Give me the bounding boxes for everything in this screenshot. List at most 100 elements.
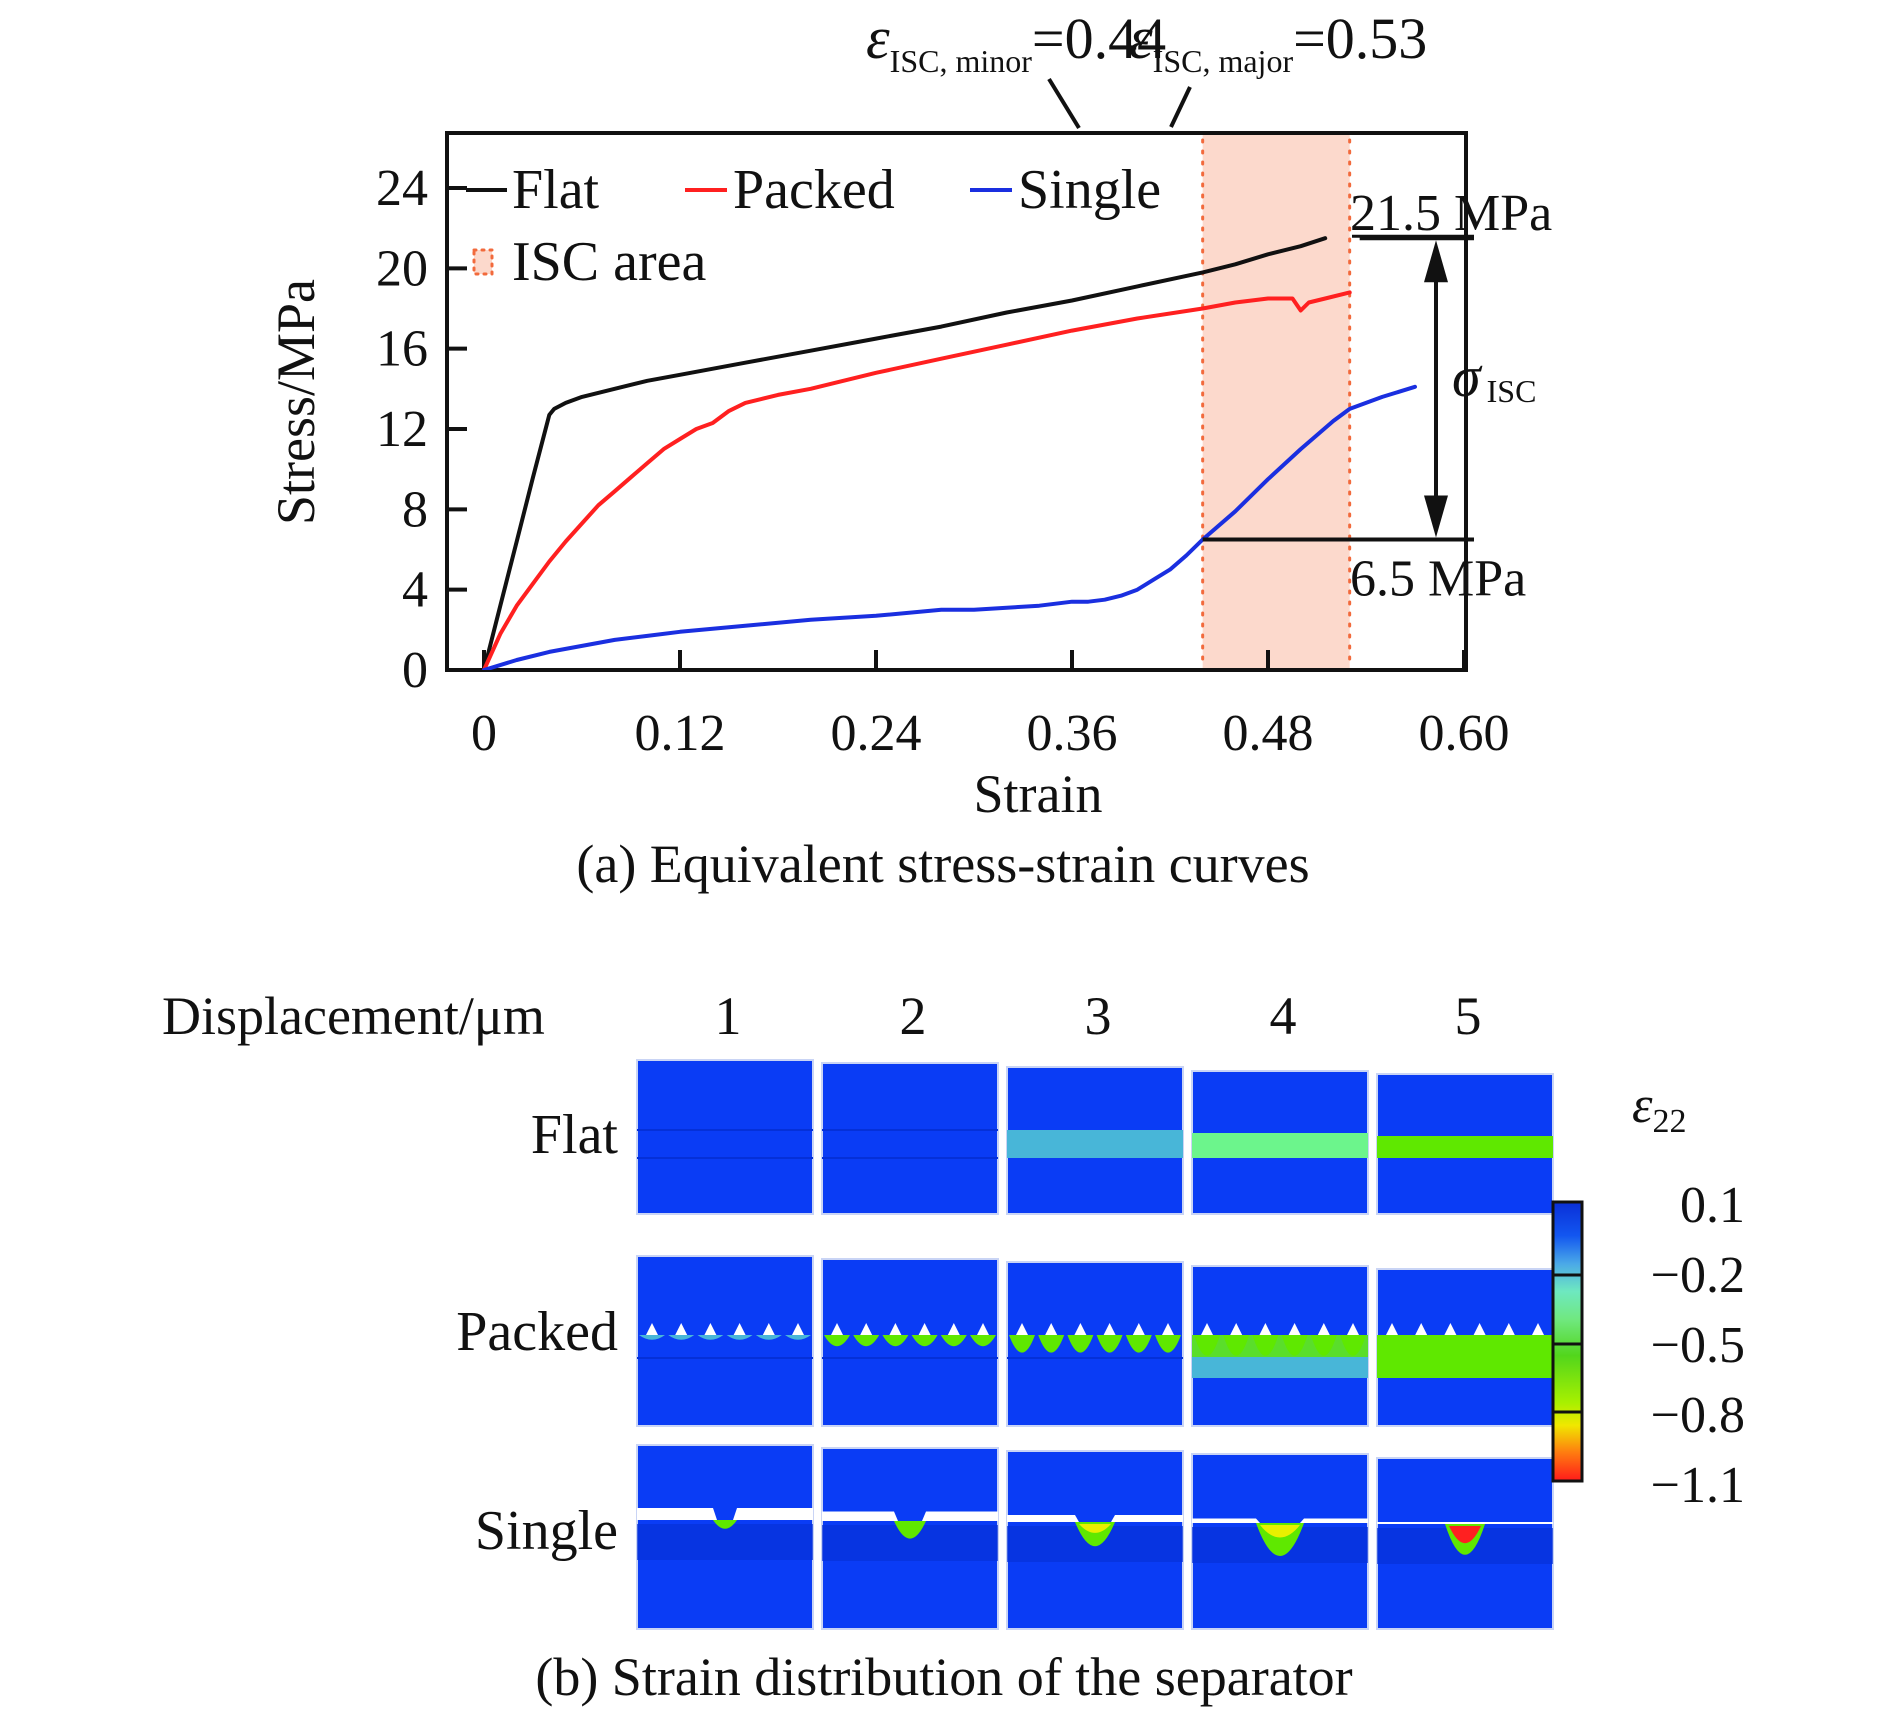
indent-strain-zone	[1310, 1335, 1337, 1356]
indent-strain-zone	[1223, 1335, 1250, 1356]
contour-cell-flat-2	[821, 1062, 999, 1215]
upper-stress-label: 21.5 MPa	[1350, 185, 1552, 242]
caption-b: (b) Strain distribution of the separator	[535, 1647, 1352, 1707]
x-tick-label: 0.48	[1223, 705, 1314, 762]
indent-strain-zone	[1379, 1335, 1405, 1356]
x-tick-label: 0.24	[831, 705, 922, 762]
legend-label-packed: Packed	[733, 159, 895, 221]
particle-tip	[1230, 1323, 1243, 1335]
indent-strain-zone	[940, 1335, 967, 1347]
displacement-label: 5	[1455, 986, 1482, 1046]
epsilon-minor-leader	[1047, 77, 1081, 130]
particle-tip	[733, 1323, 746, 1335]
particle-tip	[762, 1323, 775, 1335]
series-lines	[482, 236, 1417, 670]
legend-item-isc-area: ISC area	[472, 231, 707, 293]
particle-tip	[977, 1323, 989, 1335]
displacement-label: 2	[900, 986, 927, 1046]
particle-tip	[1132, 1323, 1145, 1335]
epsilon-symbol: ε	[866, 5, 890, 71]
particle-tip	[1347, 1323, 1359, 1335]
row-label-flat: Flat	[531, 1104, 619, 1166]
sigma-isc-annotation: 21.5 MPa 6.5 MPa σ ISC	[1202, 185, 1552, 607]
column-header: Displacement/μm	[162, 986, 545, 1046]
colorbar-epsilon-symbol: ε	[1632, 1077, 1653, 1134]
colorbar-tick-label: −0.5	[1651, 1317, 1745, 1374]
separator-layer	[637, 1524, 813, 1560]
row-label-packed: Packed	[456, 1301, 618, 1363]
contour-cell-packed-1	[636, 1255, 814, 1427]
displacement-label: 1	[715, 986, 742, 1046]
indent-strain-zone	[1194, 1335, 1220, 1356]
legend-label-single: Single	[1018, 159, 1161, 221]
particle-tip	[704, 1323, 717, 1335]
indent-strain-zone	[1525, 1335, 1551, 1356]
indent-strain-zone	[1281, 1335, 1308, 1356]
particle-tip	[1288, 1323, 1301, 1335]
displacement-label: 3	[1085, 986, 1112, 1046]
indent-strain-zone	[970, 1335, 996, 1347]
indent-strain-zone	[1340, 1335, 1366, 1356]
x-tick-label: 0.60	[1419, 705, 1510, 762]
indent-strain-zone	[1495, 1335, 1522, 1356]
colorbar-tick-label: 0.1	[1680, 1177, 1745, 1234]
indent-strain-zone	[713, 1520, 737, 1529]
colorbar-title-subscript: 22	[1653, 1103, 1687, 1140]
indent-strain-zone	[882, 1335, 909, 1347]
epsilon-symbol: ε	[1129, 5, 1153, 71]
indent-strain-zone	[668, 1335, 695, 1340]
colorbar-gradient	[1551, 1200, 1584, 1483]
sigma-symbol: σ	[1452, 344, 1483, 409]
separator-strain-band	[1377, 1136, 1553, 1158]
indent-strain-zone	[824, 1335, 850, 1347]
particle-tip	[713, 1508, 737, 1520]
particle-tip	[1444, 1323, 1457, 1335]
indent-strain-zone	[911, 1335, 938, 1347]
legend-label-flat: Flat	[512, 159, 600, 221]
indent-strain-zone	[1155, 1335, 1181, 1353]
particle-tip	[1502, 1323, 1515, 1335]
particle-tip	[1075, 1515, 1115, 1522]
contour-background	[1006, 1261, 1184, 1427]
contour-cell-single-5	[1376, 1457, 1554, 1630]
contour-background	[821, 1062, 999, 1215]
contour-cell-single-2	[821, 1447, 999, 1630]
epsilon-minor-value: =0.44	[1032, 6, 1166, 71]
y-tick-label: 8	[402, 481, 428, 538]
colorbar-tick-labels: 0.1 −0.2 −0.5 −0.8 −1.1	[1651, 1177, 1745, 1514]
y-tick-label: 16	[376, 321, 428, 378]
arrow-down-icon	[1424, 495, 1448, 538]
particle-tip	[1317, 1323, 1330, 1335]
particle-tip	[1016, 1323, 1028, 1335]
particle-tip	[1532, 1323, 1544, 1335]
contour-cell-single-4	[1191, 1453, 1369, 1630]
x-tick-label: 0.36	[1027, 705, 1118, 762]
indent-strain-zone	[1009, 1335, 1035, 1353]
displacement-labels: 1 2 3 4 5	[715, 986, 1482, 1046]
x-axis: 0 0.12 0.24 0.36 0.48 0.60	[471, 650, 1510, 762]
particle-tip	[1103, 1323, 1116, 1335]
high-strain-tip	[1449, 1526, 1481, 1544]
stress-strain-chart: 0 4 8 12 16 20 24 0 0.12 0.24 0.36 0.48 0.60 Stress…	[266, 5, 1552, 894]
contour-background	[821, 1258, 999, 1427]
particle-tip	[1162, 1323, 1174, 1335]
y-tick-label: 20	[376, 240, 428, 297]
particle-tip	[1074, 1323, 1087, 1335]
colorbar-title: ε22	[1632, 1077, 1687, 1140]
legend: Flat Packed Single ISC area	[466, 159, 1161, 293]
indent-strain-zone	[1067, 1335, 1094, 1353]
indent-strain-zone	[785, 1335, 811, 1340]
contour-cell-packed-3	[1006, 1261, 1184, 1427]
displacement-label: 4	[1270, 986, 1297, 1046]
series-line-packed	[482, 290, 1352, 670]
indent-strain-zone	[1125, 1335, 1152, 1353]
x-tick-label: 0.12	[635, 705, 726, 762]
epsilon-minor-subscript: ISC, minor	[890, 43, 1033, 79]
colorbar-tick-label: −0.2	[1651, 1247, 1745, 1304]
epsilon-minor-annotation: εISC, minor=0.44	[866, 5, 1166, 130]
indent-strain-zone	[639, 1335, 665, 1340]
epsilon-major-leader	[1169, 86, 1192, 128]
medium-strain-tip	[1079, 1524, 1111, 1533]
indent-strain-zone	[1408, 1335, 1435, 1356]
